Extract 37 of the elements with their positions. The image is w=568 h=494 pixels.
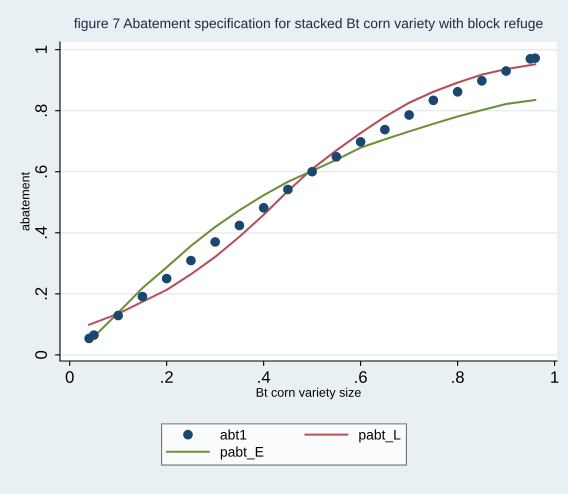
x-tick-label: .8 [452, 371, 464, 383]
point [380, 124, 390, 134]
y-tick-label: .2 [35, 288, 47, 300]
y-axis-title: abatement [20, 172, 30, 230]
point [186, 256, 196, 266]
x-tick-label: 1 [551, 371, 558, 383]
point [501, 66, 511, 76]
point [89, 330, 99, 340]
legend-label: abt1 [220, 429, 246, 440]
point [404, 110, 414, 120]
y-tick-label: .6 [35, 166, 47, 178]
point [428, 95, 438, 106]
point [162, 274, 172, 284]
point [332, 152, 342, 162]
legend-label: pabt_L [359, 429, 400, 442]
point [113, 310, 124, 320]
point [258, 202, 269, 213]
x-axis-title: Bt corn variety size [256, 388, 361, 400]
point [283, 184, 293, 194]
x-tick-label: .4 [258, 371, 270, 383]
chart-title: figure 7 Abatement specification for stacked Bt corn variety with block refuge [74, 18, 543, 31]
point [138, 292, 148, 302]
point [356, 136, 366, 147]
y-tick-label: .4 [35, 226, 47, 238]
y-tick-label: 1 [35, 46, 47, 53]
point [307, 166, 317, 177]
y-tick-label: .8 [35, 104, 47, 116]
legend-label: pabt_E [220, 446, 264, 460]
point [476, 76, 487, 86]
x-tick-label: .6 [355, 371, 367, 383]
line-series [88, 63, 536, 326]
point [210, 237, 220, 247]
point [452, 86, 462, 97]
x-tick-label: 0 [66, 371, 74, 383]
y-tick-label: 0 [35, 350, 47, 359]
point [234, 220, 244, 230]
x-tick-label: .2 [161, 371, 173, 383]
